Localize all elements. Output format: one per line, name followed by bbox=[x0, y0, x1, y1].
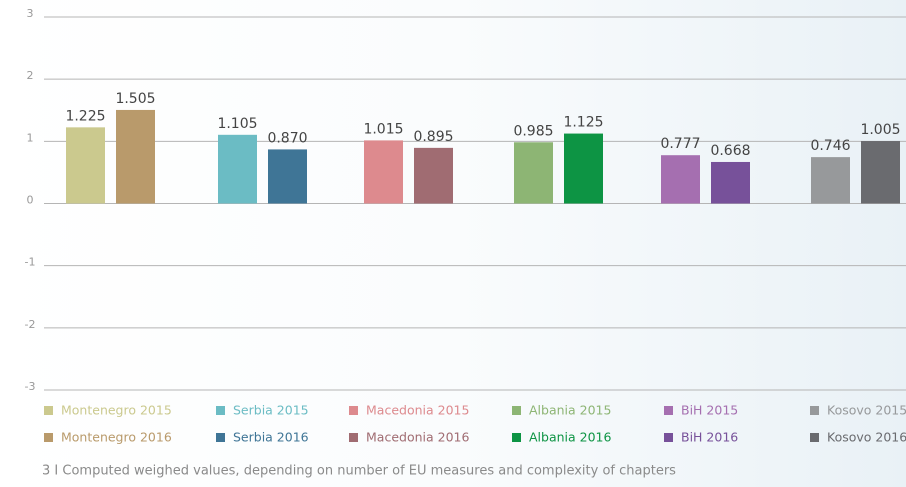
legend-swatch bbox=[44, 406, 53, 415]
data-label: 0.668 bbox=[710, 143, 750, 159]
y-tick-label: 2 bbox=[27, 69, 34, 82]
bar bbox=[364, 140, 403, 204]
data-label: 1.015 bbox=[363, 121, 403, 137]
legend-swatch bbox=[349, 433, 358, 442]
legend-swatch bbox=[349, 406, 358, 415]
bar bbox=[811, 157, 850, 204]
legend-swatch bbox=[664, 406, 673, 415]
legend-label: Montenegro 2016 bbox=[61, 430, 172, 445]
y-tick-label: 1 bbox=[27, 131, 34, 144]
legend-label: Kosovo 2016 bbox=[827, 430, 906, 445]
y-tick-label: 0 bbox=[27, 194, 34, 207]
legend-label: Albania 2015 bbox=[529, 403, 611, 418]
bar bbox=[268, 149, 307, 204]
legend-label: Serbia 2015 bbox=[233, 403, 309, 418]
legend-swatch bbox=[810, 433, 819, 442]
y-tick-label: -3 bbox=[25, 380, 36, 393]
legend-swatch bbox=[512, 406, 521, 415]
y-tick-label: 3 bbox=[27, 7, 34, 20]
data-label: 0.870 bbox=[267, 130, 307, 146]
bar bbox=[218, 134, 257, 204]
legend-label: Albania 2016 bbox=[529, 430, 612, 445]
y-tick-label: -2 bbox=[25, 318, 36, 331]
bar bbox=[711, 161, 750, 204]
legend-label: BiH 2015 bbox=[681, 403, 738, 418]
data-label: 1.105 bbox=[217, 116, 257, 132]
bar bbox=[564, 133, 603, 204]
data-label: 1.125 bbox=[563, 115, 603, 131]
bar bbox=[116, 109, 155, 204]
bar bbox=[514, 142, 553, 204]
data-label: 0.985 bbox=[513, 123, 553, 139]
legend-swatch bbox=[810, 406, 819, 415]
bar bbox=[66, 127, 105, 204]
caption: 3 I Computed weighed values, depending o… bbox=[42, 464, 676, 479]
data-label: 0.746 bbox=[810, 138, 850, 154]
legend-swatch bbox=[512, 433, 521, 442]
data-label: 1.005 bbox=[860, 122, 900, 138]
legend-swatch bbox=[664, 433, 673, 442]
bar bbox=[414, 147, 453, 204]
legend-label: Macedonia 2016 bbox=[366, 430, 469, 445]
y-tick-label: -1 bbox=[25, 256, 36, 269]
data-label: 1.505 bbox=[115, 91, 155, 107]
legend-label: Kosovo 2015 bbox=[827, 403, 906, 418]
legend-label: Serbia 2016 bbox=[233, 430, 309, 445]
bar bbox=[661, 155, 700, 204]
legend-swatch bbox=[44, 433, 53, 442]
bar bbox=[861, 141, 900, 204]
data-label: 0.777 bbox=[660, 136, 700, 152]
legend-label: Macedonia 2015 bbox=[366, 403, 469, 418]
legend-label: Montenegro 2015 bbox=[61, 403, 172, 418]
data-label: 0.895 bbox=[413, 129, 453, 145]
legend-label: BiH 2016 bbox=[681, 430, 738, 445]
legend-swatch bbox=[216, 406, 225, 415]
legend-swatch bbox=[216, 433, 225, 442]
data-label: 1.225 bbox=[65, 108, 105, 124]
